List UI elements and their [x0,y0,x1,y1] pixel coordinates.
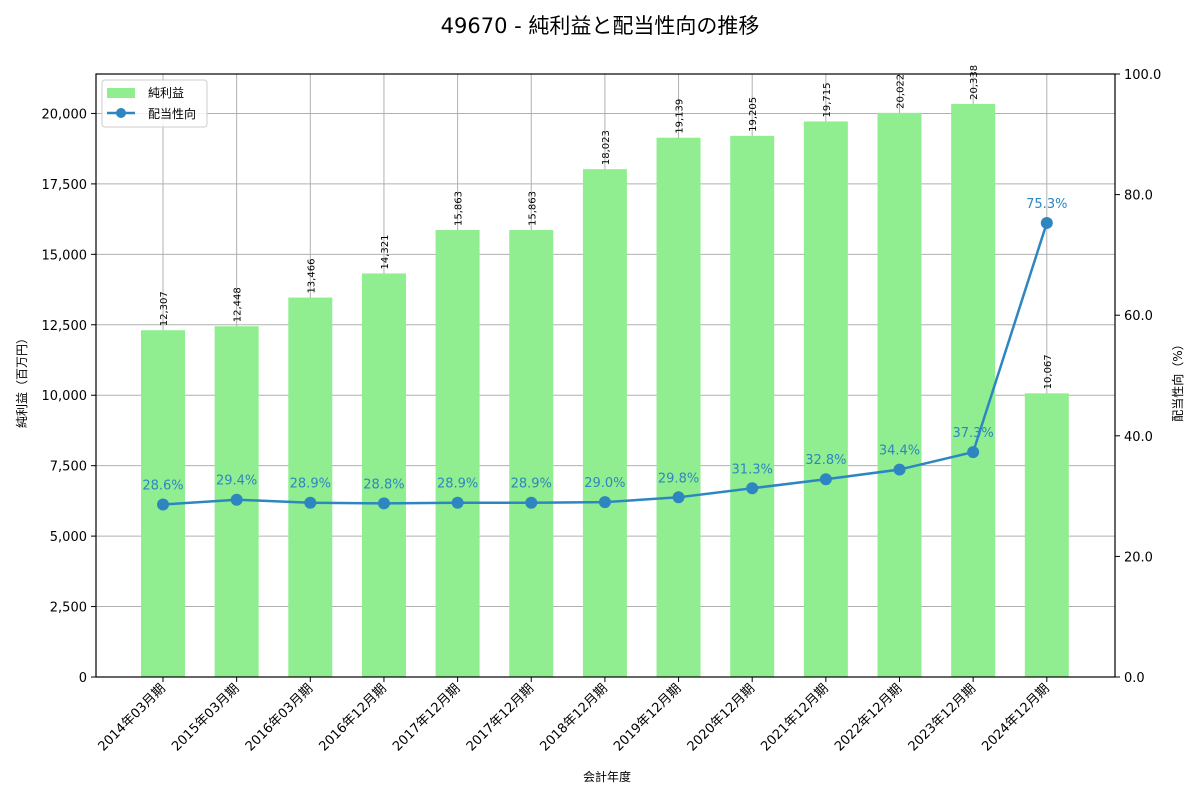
bar [730,135,775,678]
legend: 純利益 配当性向 [101,79,208,128]
x-tick-label: 2019年12月期 [611,681,684,754]
bar-series-net-income [141,103,1069,678]
data-point-marker [377,497,390,510]
x-tick-label: 2018年12月期 [537,681,610,754]
right-y-tick-label: 0.0 [1124,671,1145,686]
bar-value-label: 19,715 [822,82,833,117]
bar-value-label: 19,139 [675,99,686,134]
payout-ratio-label: 28.9% [511,477,552,492]
payout-ratio-label: 32.8% [805,453,846,468]
x-tick-label: 2015年03月期 [169,681,242,754]
payout-ratio-label: 34.4% [879,444,920,459]
payout-ratio-label: 29.4% [216,474,257,489]
bar [951,103,996,678]
line-series-payout-ratio: 28.6% 29.4% 28.9% 28.8% 28.9% 28.9% 29.0% 29.8%… [142,197,1067,511]
x-tick-label: 2024年12月期 [979,681,1052,754]
left-y-tick-label: 5,000 [50,530,87,545]
legend-label-net-income: 純利益 [148,86,184,100]
bar-value-label: 18,023 [601,130,612,165]
right-y-tick-label: 20.0 [1124,550,1153,565]
right-y-tick-label: 60.0 [1124,309,1153,324]
x-tick-label: 2017年12月期 [390,681,463,754]
bar [509,230,554,677]
data-point-marker [967,446,980,459]
bar-value-label: 12,448 [233,287,244,322]
bar-value-label: 19,205 [748,97,759,132]
left-y-tick-label: 15,000 [42,248,88,263]
left-y-axis: 0 2,500 5,000 7,500 10,000 12,500 15,000 17,500… [42,107,96,686]
x-tick-label: 2017年12月期 [464,681,537,754]
data-point-marker [157,498,169,511]
payout-ratio-label: 29.8% [658,471,699,486]
data-point-marker [304,496,317,509]
payout-ratio-label: 28.6% [142,479,183,494]
left-y-tick-label: 20,000 [42,107,88,122]
payout-ratio-label: 75.3% [1026,197,1067,212]
right-y-axis-label: 配当性向（%） [1170,338,1185,421]
bar-value-label: 20,338 [969,65,980,100]
data-point-marker [893,463,906,476]
bar-value-label: 13,466 [306,259,317,294]
plot-frame [95,73,1116,678]
data-point-marker [819,473,832,486]
right-y-tick-label: 100.0 [1124,68,1161,83]
left-y-tick-label: 10,000 [42,389,88,404]
left-y-tick-label: 2,500 [50,601,87,616]
data-point-marker [672,491,685,504]
bar-value-label: 12,307 [159,291,170,326]
bar [582,169,627,678]
legend-marker-icon [116,108,126,118]
x-tick-label: 2016年03月期 [243,681,316,754]
data-point-marker [598,496,611,509]
data-point-marker [525,496,538,509]
left-y-tick-label: 0 [79,671,87,686]
bar-value-label: 20,022 [896,74,907,109]
payout-ratio-label: 28.8% [363,477,404,492]
bar [361,273,406,677]
x-tick-label: 2023年12月期 [906,681,979,754]
right-y-tick-label: 80.0 [1124,189,1153,204]
payout-ratio-label: 31.3% [732,462,773,477]
data-point-marker [451,496,464,509]
legend-label-payout-ratio: 配当性向 [148,106,196,121]
bar-value-label: 10,067 [1043,354,1054,389]
legend-bar-swatch-icon [107,88,135,98]
bar [435,230,480,677]
x-tick-label: 2022年12月期 [832,681,905,754]
right-y-tick-label: 40.0 [1124,430,1153,445]
bar-value-label: 15,863 [527,191,538,226]
payout-ratio-label: 37.3% [952,426,993,441]
x-axis: 2014年03月期 2015年03月期 2016年03月期 2016年12月期 2017… [96,677,1053,755]
payout-ratio-label: 29.0% [584,476,625,491]
left-y-tick-label: 7,500 [50,460,87,475]
x-tick-label: 2020年12月期 [685,681,758,754]
x-tick-label: 2021年12月期 [758,681,831,754]
bar [656,137,701,678]
bar [1024,393,1069,677]
x-tick-label: 2014年03月期 [96,681,169,754]
right-y-axis: 0.0 20.0 40.0 60.0 80.0 100.0 [1115,68,1161,686]
payout-ratio-label: 28.9% [290,477,331,492]
bar [288,297,333,677]
x-tick-label: 2016年12月期 [316,681,389,754]
bar-value-label: 15,863 [454,191,465,226]
x-axis-label: 会計年度 [583,769,631,784]
data-point-marker [746,482,759,495]
bar-value-labels: 12,307 12,448 13,466 14,321 15,863 15,863 18,0… [159,65,1054,389]
data-point-marker [1040,216,1053,229]
chart-title: 49670 - 純利益と配当性向の推移 [441,14,760,38]
left-y-axis-label: 純利益（百万円） [15,332,29,428]
bar [803,121,848,678]
bar [877,112,922,678]
left-y-tick-label: 12,500 [42,319,88,334]
payout-ratio-label: 28.9% [437,477,478,492]
bar-value-label: 14,321 [380,234,391,269]
left-y-tick-label: 17,500 [42,178,88,193]
data-point-marker [230,493,243,506]
